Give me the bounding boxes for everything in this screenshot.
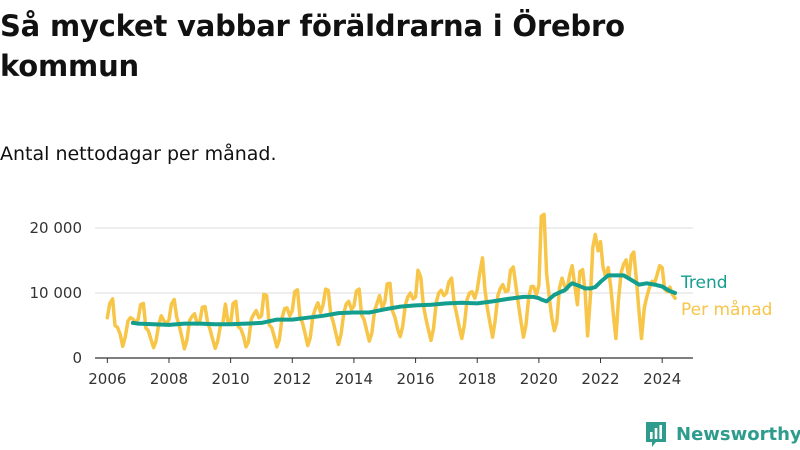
series-line-trend bbox=[130, 273, 678, 327]
y-tick-label: 20 000 bbox=[30, 219, 83, 237]
series-line-monthly bbox=[105, 212, 677, 351]
series-label-trend: Trend bbox=[680, 273, 728, 293]
chart-subtitle: Antal nettodagar per månad. bbox=[0, 143, 277, 165]
x-tick-label: 2022 bbox=[581, 370, 619, 388]
series-lines bbox=[105, 212, 678, 351]
series-labels: Per månad Trend bbox=[680, 273, 772, 320]
x-tick-label: 2012 bbox=[273, 370, 311, 388]
x-tick-label: 2018 bbox=[458, 370, 496, 388]
y-tick-label: 10 000 bbox=[30, 284, 83, 302]
x-axis-tick-labels: 2006 2008 2010 2012 2014 2016 2018 2020 2022 2024 bbox=[88, 370, 681, 388]
x-tick-label: 2006 bbox=[88, 370, 126, 388]
x-axis bbox=[95, 357, 693, 363]
x-tick-label: 2016 bbox=[396, 370, 434, 388]
grid-lines bbox=[95, 227, 693, 294]
x-tick-label: 2014 bbox=[335, 370, 373, 388]
y-axis-tick-labels: 0 10 000 20 000 bbox=[30, 219, 83, 367]
brand-logo: Newsworthy bbox=[644, 419, 800, 449]
x-tick-label: 2010 bbox=[212, 370, 250, 388]
x-tick-label: 2024 bbox=[643, 370, 681, 388]
newsworthy-logo-icon bbox=[646, 422, 666, 447]
y-tick-label: 0 bbox=[72, 349, 82, 367]
x-tick-label: 2020 bbox=[520, 370, 558, 388]
chart-title: Så mycket vabbar föräldrarna i Örebro ko… bbox=[0, 9, 625, 83]
brand-name: Newsworthy bbox=[676, 423, 800, 445]
x-tick-label: 2008 bbox=[150, 370, 188, 388]
series-label-monthly: Per månad bbox=[681, 299, 772, 320]
